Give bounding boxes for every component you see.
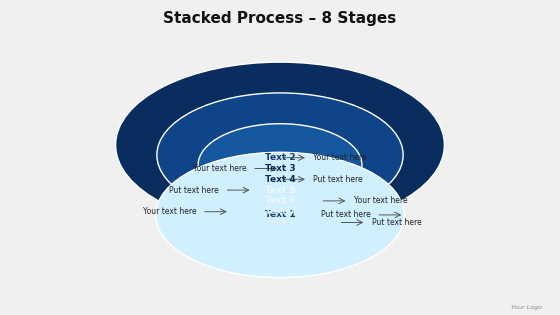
Text: Put text here: Put text here <box>321 210 371 220</box>
Text: Text 4: Text 4 <box>265 175 295 184</box>
Text: Text 5: Text 5 <box>265 186 295 195</box>
Text: Stacked Process – 8 Stages: Stacked Process – 8 Stages <box>164 11 396 26</box>
Text: Text 6: Text 6 <box>265 196 295 205</box>
Ellipse shape <box>115 62 445 228</box>
Ellipse shape <box>198 124 362 206</box>
Text: Text 1: Text 1 <box>265 210 295 220</box>
Text: Your text here: Your text here <box>354 196 408 205</box>
Text: Your text here: Your text here <box>314 153 367 162</box>
Ellipse shape <box>197 163 363 247</box>
Ellipse shape <box>156 152 404 278</box>
Text: Put text here: Put text here <box>314 175 363 184</box>
Text: Your Logo: Your Logo <box>511 306 542 311</box>
Text: Text 8: Text 8 <box>265 218 295 227</box>
Text: Your text here: Your text here <box>143 207 197 216</box>
Ellipse shape <box>157 93 403 217</box>
Text: Text 3: Text 3 <box>265 164 295 173</box>
Text: Text 7: Text 7 <box>265 207 295 216</box>
Text: Put text here: Put text here <box>372 218 422 227</box>
Ellipse shape <box>239 154 321 196</box>
Text: Put text here: Put text here <box>169 186 219 195</box>
Text: Your text here: Your text here <box>193 164 246 173</box>
Text: Text 2: Text 2 <box>265 153 295 162</box>
Ellipse shape <box>238 174 322 216</box>
